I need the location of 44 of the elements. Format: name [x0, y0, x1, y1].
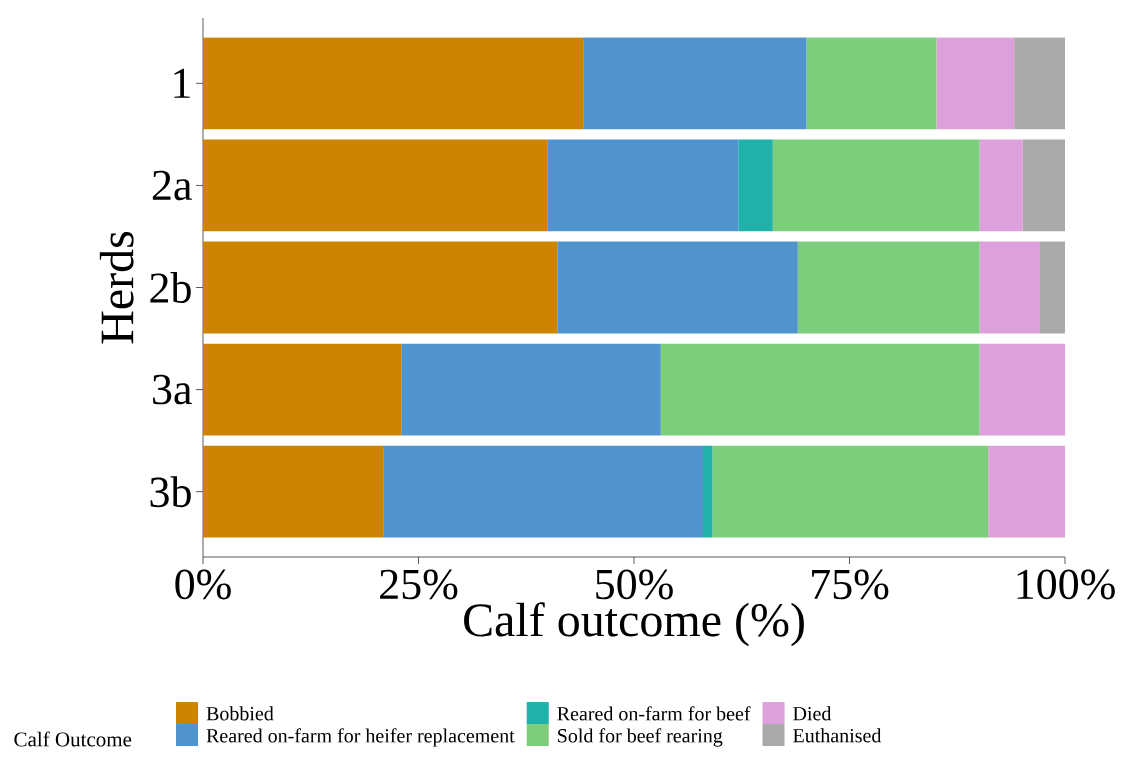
bar: [988, 445, 1066, 538]
legend-label: Died: [793, 706, 832, 721]
bar: [702, 445, 713, 538]
legend-label: Bobbied: [206, 706, 274, 721]
bar: [660, 343, 980, 436]
bar: [797, 241, 980, 334]
bar: [806, 37, 937, 130]
x-tick-label: 0%: [175, 569, 231, 600]
bar: [583, 37, 807, 130]
bar: [738, 139, 773, 232]
bar: [1014, 37, 1066, 130]
bar: [772, 139, 980, 232]
bar: [557, 241, 798, 334]
bar: [547, 139, 739, 232]
y-tick-label: 3b: [150, 476, 191, 508]
bar: [203, 343, 402, 436]
bar: [203, 139, 548, 232]
x-tick-label: 100%: [1017, 569, 1115, 600]
bar: [1022, 139, 1066, 232]
bar: [401, 343, 661, 436]
x-tick-label: 50%: [596, 569, 673, 600]
y-tick-label: 1: [174, 68, 190, 98]
y-axis-title: Herds: [99, 231, 134, 344]
legend-label: Euthanised: [793, 728, 882, 743]
legend-label: Reared on-farm for beef: [557, 706, 751, 721]
legend-label: Sold for beef rearing: [558, 728, 723, 747]
x-tick-label: 25%: [380, 569, 458, 600]
bar: [203, 37, 584, 130]
y-tick-label: 2a: [152, 170, 192, 201]
bar: [1040, 241, 1066, 334]
bar: [936, 37, 1015, 130]
legend-title: Calf Outcome: [14, 731, 132, 747]
bar: [383, 445, 703, 538]
x-tick-label: 75%: [812, 569, 889, 600]
bar: [203, 445, 384, 538]
legend-label: Reared on-farm for heifer replacement: [206, 728, 515, 747]
bar: [979, 139, 1023, 232]
y-tick-label: 3a: [153, 374, 192, 405]
bar: [979, 241, 1041, 334]
y-tick-label: 2b: [150, 272, 191, 303]
bar: [979, 343, 1066, 436]
x-axis-title: Calf outcome (%): [464, 602, 804, 647]
bar: [712, 445, 989, 538]
bar: [203, 241, 558, 334]
